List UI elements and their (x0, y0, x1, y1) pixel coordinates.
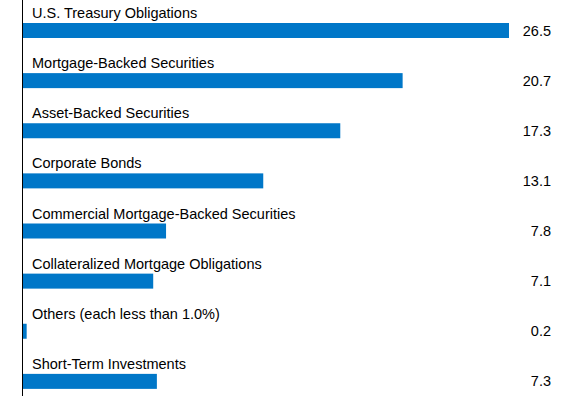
bar (23, 73, 403, 88)
bar (23, 224, 166, 239)
category-label: Corporate Bonds (32, 155, 142, 171)
chart: U.S. Treasury Obligations Mortgage-Backed… (0, 0, 573, 396)
category-label: Mortgage-Backed Securities (32, 55, 214, 71)
bars (23, 23, 509, 389)
category-label: Short-Term Investments (32, 356, 186, 372)
data-label: 7.3 (531, 373, 551, 389)
category-label: Commercial Mortgage-Backed Securities (32, 206, 296, 222)
bar (23, 173, 263, 188)
category-label: Others (each less than 1.0%) (32, 306, 220, 322)
data-label: 13.1 (523, 173, 551, 189)
category-label: Asset-Backed Securities (32, 105, 189, 121)
bar (23, 123, 340, 138)
bar (23, 23, 509, 38)
data-label: 0.2 (531, 323, 551, 339)
data-label: 26.5 (523, 23, 551, 39)
axis-line (22, 0, 23, 396)
bar (23, 374, 157, 389)
data-label: 17.3 (523, 123, 551, 139)
data-label: 7.8 (531, 223, 551, 239)
data-label: 7.1 (531, 273, 551, 289)
bar (23, 274, 153, 289)
bar (23, 324, 27, 339)
category-label: U.S. Treasury Obligations (32, 5, 197, 21)
category-label: Collateralized Mortgage Obligations (32, 256, 262, 272)
labels: U.S. Treasury Obligations Mortgage-Backed… (32, 5, 551, 389)
data-label: 20.7 (523, 73, 551, 89)
